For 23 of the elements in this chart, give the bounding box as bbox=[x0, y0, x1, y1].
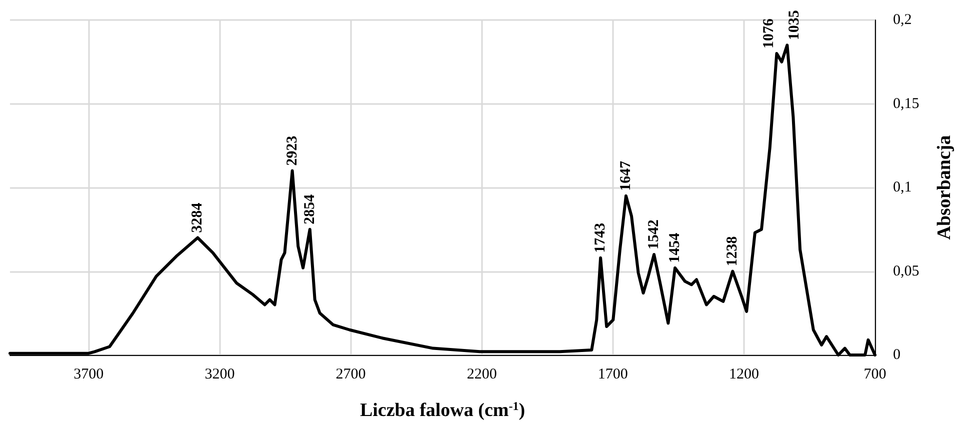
annotation: 1238 bbox=[724, 236, 741, 266]
x-tick-label: 3200 bbox=[204, 366, 235, 382]
annotation: 1454 bbox=[667, 232, 683, 263]
x-tick-label: 2200 bbox=[466, 366, 497, 382]
annotation: 2854 bbox=[302, 194, 318, 224]
x-tick-label: 1200 bbox=[728, 366, 759, 382]
x-tick-label: 700 bbox=[864, 366, 886, 382]
annotation: 1647 bbox=[618, 160, 634, 191]
y-tick-label: 0,2 bbox=[893, 12, 912, 28]
annotation: 1743 bbox=[592, 222, 609, 253]
y-tick-label: 0,05 bbox=[893, 263, 920, 280]
x-tick-label: 1700 bbox=[598, 366, 628, 382]
annotation: 1076 bbox=[761, 18, 778, 48]
annotation: 1542 bbox=[646, 220, 662, 250]
x-tick-label: 3700 bbox=[74, 366, 104, 382]
annotation: 2923 bbox=[284, 136, 300, 166]
annotation: 3284 bbox=[190, 202, 206, 233]
x-tick-label: 2700 bbox=[336, 366, 366, 382]
annotation: 1035 bbox=[786, 10, 803, 40]
y-tick-label: 0,15 bbox=[893, 96, 920, 112]
y-tick-label: 0,1 bbox=[893, 180, 912, 196]
y-tick-label: 0 bbox=[893, 347, 900, 363]
y-axis-title: Absorbancja bbox=[934, 134, 955, 240]
